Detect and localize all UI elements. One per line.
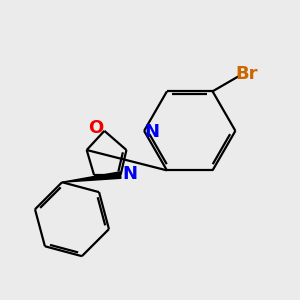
Text: N: N <box>145 123 160 141</box>
Polygon shape <box>62 172 121 182</box>
Text: N: N <box>122 165 137 183</box>
Text: Br: Br <box>236 65 258 83</box>
Text: O: O <box>88 119 103 137</box>
